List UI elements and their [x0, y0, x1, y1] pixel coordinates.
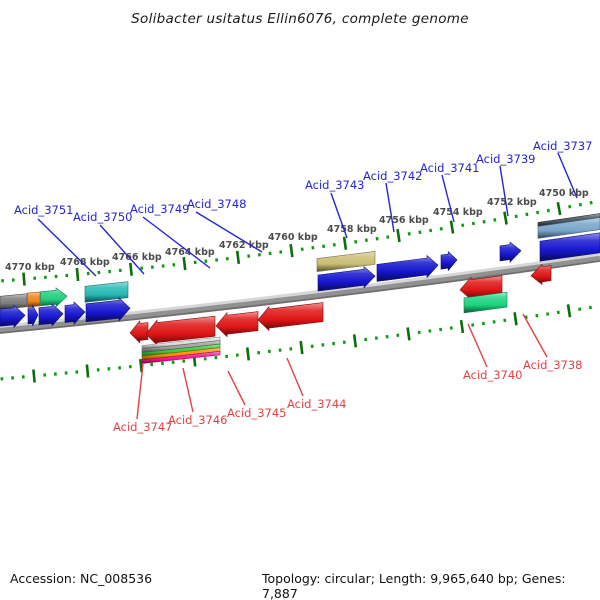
- gene-arrow: [463, 291, 508, 314]
- gene-arrow: [530, 263, 552, 286]
- topology-text: Topology: circular; Length: 9,965,640 bp…: [262, 571, 566, 600]
- gene-arrow: [141, 350, 221, 364]
- gene-label: Acid_3743: [305, 178, 365, 192]
- gene-arrow: [0, 293, 28, 310]
- gene-arrow: [440, 250, 458, 272]
- position-label: 4766 kbp: [112, 252, 162, 263]
- leader-line: [227, 370, 246, 406]
- gene-arrow: [316, 251, 376, 272]
- gene-arrow: [84, 281, 129, 303]
- position-label: 4754 kbp: [433, 207, 483, 218]
- gene-label: Acid_3751: [14, 203, 74, 217]
- gene-arrow: [27, 291, 41, 308]
- gene-arrow: [257, 302, 324, 332]
- accession-text: Accession: NC_008536: [10, 571, 153, 586]
- gene-features: [0, 213, 600, 364]
- gene-label: Acid_3737: [533, 139, 593, 153]
- position-label: 4768 kbp: [60, 257, 110, 268]
- gene-arrow: [145, 315, 216, 346]
- leader-line: [99, 224, 145, 275]
- gene-label: Acid_3741: [420, 161, 480, 175]
- gene-arrow: [129, 320, 149, 344]
- gene-label: Acid_3744: [287, 397, 347, 411]
- page-title: Solibacter usitatus Ellin6076, complete …: [131, 11, 469, 27]
- gene-label: Acid_3749: [130, 202, 190, 216]
- gene-arrow: [539, 232, 600, 262]
- gene-label: Acid_3742: [363, 169, 423, 183]
- gene-arrow: [317, 266, 376, 292]
- gene-arrow: [27, 304, 39, 327]
- leader-line: [499, 165, 509, 217]
- position-label: 4756 kbp: [379, 215, 429, 226]
- upper-ruler-ticks: [1, 200, 593, 286]
- genome-backbone: [0, 252, 600, 334]
- leader-line: [37, 218, 97, 277]
- leader-line: [557, 152, 578, 199]
- gene-arrow: [85, 297, 131, 323]
- gene-label: Acid_3739: [476, 152, 536, 166]
- leader-line: [467, 323, 488, 368]
- position-label: 4758 kbp: [327, 224, 377, 235]
- position-label: 4762 kbp: [219, 240, 269, 251]
- gene-label: Acid_3746: [168, 413, 228, 427]
- gene-arrow: [0, 304, 26, 329]
- leader-line: [522, 313, 548, 358]
- position-label: 4760 kbp: [268, 232, 318, 243]
- position-label: 4752 kbp: [487, 197, 537, 208]
- gene-arrow: [499, 241, 522, 263]
- position-label: 4750 kbp: [539, 188, 589, 199]
- gene-arrow: [537, 213, 600, 227]
- gene-label: Acid_3748: [187, 197, 247, 211]
- gene-label: Acid_3745: [227, 406, 287, 420]
- gene-label: Acid_3750: [73, 210, 133, 224]
- gene-arrow: [64, 301, 86, 325]
- leader-line: [385, 182, 395, 233]
- gene-arrow: [38, 303, 64, 327]
- leader-line: [441, 174, 455, 223]
- leader-line: [136, 363, 144, 420]
- leader-line: [195, 211, 263, 253]
- leader-line: [182, 367, 194, 413]
- gene-arrow: [215, 311, 259, 338]
- leader-line: [330, 192, 348, 239]
- gene-arrow: [40, 287, 68, 308]
- gene-label: Acid_3740: [463, 368, 523, 382]
- leader-line: [286, 357, 304, 397]
- gene-label: Acid_3738: [523, 358, 583, 372]
- gene-arrow: [537, 217, 600, 239]
- leader-line: [142, 216, 211, 269]
- gene-arrow: [376, 254, 439, 282]
- lower-ruler-ticks: [0, 304, 592, 383]
- position-label: 4770 kbp: [5, 262, 55, 273]
- gene-label: Acid_3747: [113, 420, 173, 434]
